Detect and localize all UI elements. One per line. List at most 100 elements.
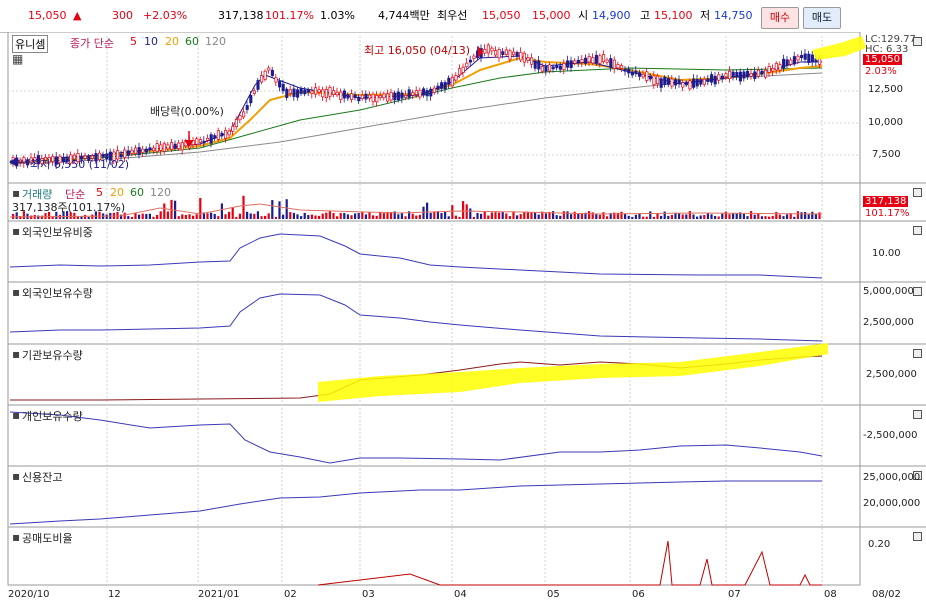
candle-body [710,74,714,83]
collapse-icon[interactable]: ▪ [12,186,21,200]
volume-bar [764,216,767,219]
collapse-icon[interactable]: ▪ [12,347,21,361]
vol-ma5-label: 5 [96,186,103,199]
collapse-icon[interactable]: ▪ [12,469,21,483]
grid-icon[interactable]: ▦ [12,52,24,66]
candle-body [274,77,278,83]
candle-body [144,148,148,153]
candle-body [785,59,789,66]
volume-bar [390,211,393,219]
candle-body [162,143,166,152]
volume-bar [678,213,681,219]
close-icon[interactable] [913,532,922,541]
candle-body [587,56,591,63]
stock-chart[interactable] [0,32,926,611]
volume-bar [188,214,191,219]
volume-bar [487,215,490,219]
volume-bar [130,216,133,219]
credit-balance-line [9,480,822,525]
candle-body [252,90,256,94]
volume-bar [735,213,738,219]
sell-button[interactable]: 매도 [803,7,841,29]
ma120-label: 120 [205,35,226,48]
candle-body [231,126,235,132]
candle-body [418,89,422,98]
volume-bar [163,203,166,219]
volume-bar [685,214,688,219]
candle-body [213,135,217,139]
candle-body [310,90,314,94]
volume-bar [440,213,443,219]
high-price: 15,100 [654,9,693,22]
candle-body [33,157,37,163]
volume-bar [397,214,400,219]
individual-qty-title: 개인보유수량 [22,410,83,423]
volume-bar [624,213,627,219]
candle-body [44,157,48,161]
candle-body [202,140,206,144]
candle-body [735,72,739,78]
candle-body [396,91,400,101]
candle-body [332,90,336,95]
candle-body [94,153,98,162]
candle-body [584,57,588,64]
volume-bar [465,204,468,219]
collapse-icon[interactable]: ▪ [12,408,21,422]
close-icon[interactable] [913,471,922,480]
candle-body [346,94,350,99]
volume-badge-pct: 101.17% [865,208,910,219]
candle-body [728,70,732,80]
volume-bar [73,212,76,219]
volume-bar [271,200,274,219]
close-icon[interactable] [913,410,922,419]
candle-body [378,95,382,99]
candle-body [112,151,116,162]
candle-body [166,144,170,150]
volume-bar [670,214,673,219]
volume-bar [40,215,43,219]
buy-button[interactable]: 매수 [761,7,799,29]
x-label: 04 [454,589,467,600]
candle-body [105,153,109,160]
volume-bar [602,212,605,219]
volume-bar [696,216,699,219]
candle-body [148,147,152,151]
close-icon[interactable] [913,349,922,358]
close-icon[interactable] [913,287,922,296]
candle-body [695,79,699,87]
close-icon[interactable] [913,188,922,197]
vol-ma60-label: 60 [130,186,144,199]
volume-bar [411,213,414,219]
close-icon[interactable] [913,37,922,46]
candle-body [180,142,184,151]
candle-body [645,71,649,81]
candle-body [756,69,760,77]
volume-bar [598,214,601,219]
candle-body [123,149,127,158]
candle-body [256,80,260,90]
candle-body [65,156,69,162]
volume-bar [37,215,40,219]
x-label: 2020/10 [8,589,50,600]
volume-bar [616,212,619,219]
price-change: 300 [112,9,133,22]
candle-body [681,82,685,88]
volume-bar [260,216,263,219]
volume-bar [91,214,94,219]
volume-bar [336,216,339,219]
candle-body [170,142,174,150]
candle-body [789,59,793,65]
collapse-icon[interactable]: ▪ [12,530,21,544]
volume-bar [732,213,735,219]
volume-bar [210,212,213,219]
candle-body [206,137,210,141]
candle-body [749,73,753,77]
volume-bar [663,211,666,219]
stock-name[interactable]: 유니셈 [12,35,49,53]
collapse-icon[interactable]: ▪ [12,285,21,299]
close-icon[interactable] [913,226,922,235]
volume-bar [606,216,609,219]
volume-bar [177,216,180,219]
candle-body [576,59,580,64]
collapse-icon[interactable]: ▪ [12,224,21,238]
